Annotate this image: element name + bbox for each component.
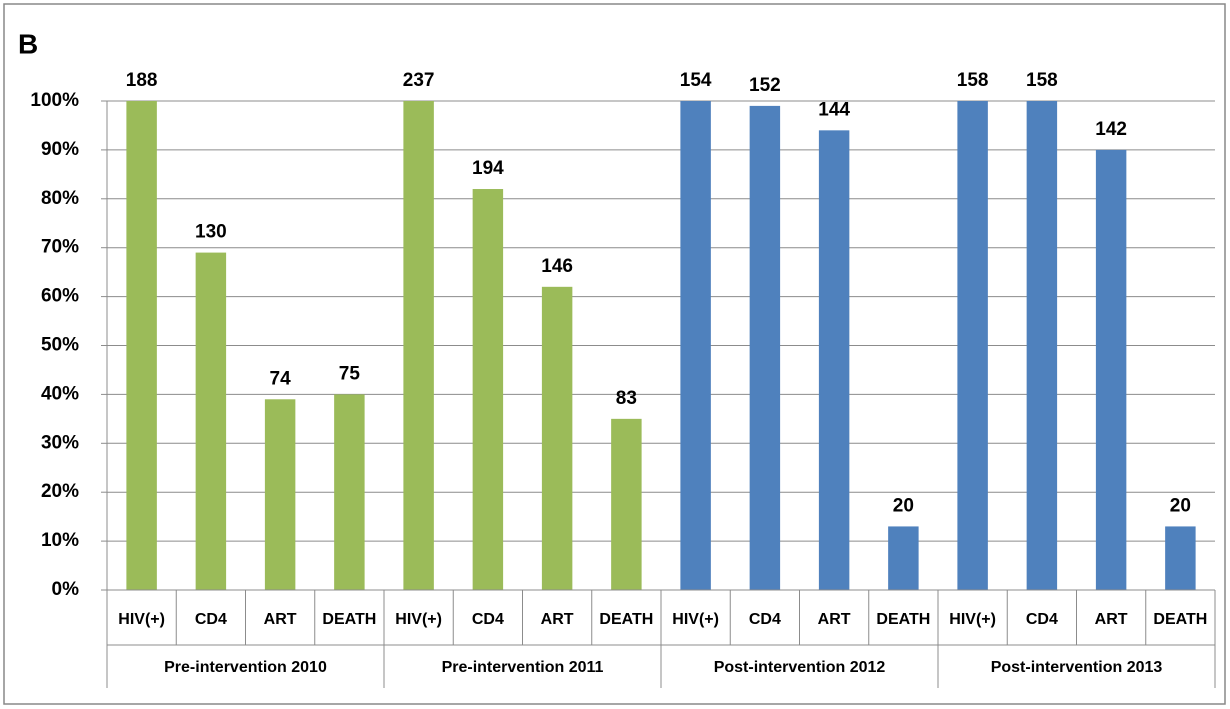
y-tick-label: 50% <box>41 335 79 356</box>
bar <box>334 394 365 590</box>
data-label: 146 <box>541 256 573 277</box>
data-label: 158 <box>1026 70 1058 91</box>
bar <box>818 130 850 590</box>
y-tick-label: 100% <box>30 90 79 111</box>
chart-title: B <box>18 28 38 59</box>
y-tick-label: 90% <box>41 139 79 160</box>
data-label: 237 <box>403 70 435 91</box>
y-tick-label: 20% <box>41 481 79 502</box>
group-label: Pre-intervention 2011 <box>442 659 604 676</box>
bar <box>195 252 227 590</box>
x-tick-label: HIV(+) <box>949 611 996 628</box>
bar <box>957 101 988 590</box>
bar <box>1095 149 1127 590</box>
data-label: 144 <box>818 99 850 120</box>
bar <box>1026 101 1058 590</box>
group-label: Post-intervention 2012 <box>714 659 886 676</box>
bar <box>126 101 157 590</box>
y-tick-label: 30% <box>41 432 79 453</box>
data-label: 142 <box>1095 119 1127 140</box>
x-tick-label: ART <box>264 611 297 628</box>
data-label: 83 <box>616 388 637 409</box>
data-label: 188 <box>126 70 158 91</box>
bar <box>680 101 711 590</box>
x-tick-label: HIV(+) <box>672 611 719 628</box>
data-label: 152 <box>749 75 781 96</box>
x-tick-label: DEATH <box>322 611 376 628</box>
bar <box>749 105 781 590</box>
data-label: 20 <box>893 495 914 516</box>
x-tick-label: CD4 <box>472 611 504 628</box>
x-tick-label: CD4 <box>195 611 227 628</box>
group-label: Post-intervention 2013 <box>991 659 1163 676</box>
x-tick-label: CD4 <box>1026 611 1058 628</box>
y-tick-label: 70% <box>41 237 79 258</box>
data-label: 158 <box>957 70 989 91</box>
x-tick-label: DEATH <box>599 611 653 628</box>
x-tick-label: DEATH <box>1153 611 1207 628</box>
bar <box>1165 526 1196 590</box>
bar <box>264 399 296 590</box>
x-tick-label: DEATH <box>876 611 930 628</box>
y-tick-label: 10% <box>41 530 79 551</box>
bar <box>888 526 919 590</box>
y-tick-label: 80% <box>41 188 79 209</box>
x-tick-label: ART <box>1095 611 1128 628</box>
x-tick-label: HIV(+) <box>395 611 442 628</box>
bar <box>403 101 434 590</box>
x-tick-label: ART <box>818 611 851 628</box>
data-label: 75 <box>339 363 361 384</box>
data-label: 130 <box>195 222 227 243</box>
data-label: 20 <box>1170 495 1191 516</box>
y-tick-label: 40% <box>41 383 79 404</box>
bar <box>611 418 642 590</box>
group-label: Pre-intervention 2010 <box>164 659 327 676</box>
y-tick-label: 0% <box>52 579 80 600</box>
x-tick-label: CD4 <box>749 611 781 628</box>
x-tick-label: ART <box>541 611 574 628</box>
bar <box>472 189 504 590</box>
bar <box>541 286 573 590</box>
data-label: 74 <box>270 368 292 389</box>
data-label: 154 <box>680 70 712 91</box>
x-tick-label: HIV(+) <box>118 611 165 628</box>
y-tick-label: 60% <box>41 286 79 307</box>
data-label: 194 <box>472 158 504 179</box>
